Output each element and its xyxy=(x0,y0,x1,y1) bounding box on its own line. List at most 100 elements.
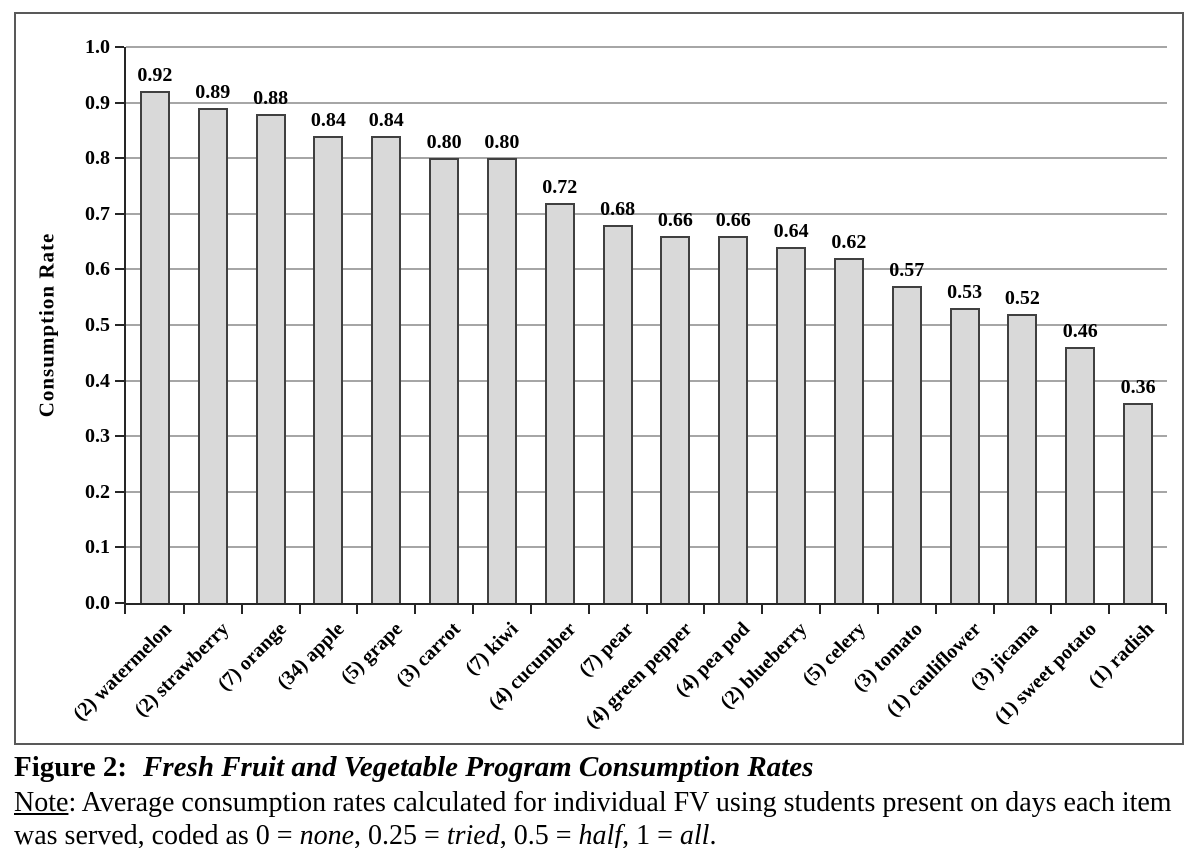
bar-value-label: 0.66 xyxy=(715,209,751,232)
bar-value-label: 0.92 xyxy=(137,64,173,87)
note-italic-half: half xyxy=(578,820,623,848)
y-axis-tick-label: 0.4 xyxy=(85,369,110,392)
bar-value-label: 0.84 xyxy=(368,108,404,131)
y-axis-tick-label: 0.7 xyxy=(85,202,110,225)
x-axis-tick-mark xyxy=(876,605,879,614)
bar-value-label: 0.68 xyxy=(600,197,636,220)
bar-value-label: 0.36 xyxy=(1120,375,1156,398)
x-axis-tick-mark xyxy=(124,605,126,614)
gridline xyxy=(126,212,1167,215)
bar-value-label: 0.53 xyxy=(947,281,983,304)
note-text: : Average consumption rates calculated f… xyxy=(14,787,1172,848)
bar-value-label: 0.64 xyxy=(773,220,809,243)
x-axis-tick-mark xyxy=(819,605,821,614)
note-italic-none: none xyxy=(299,820,355,848)
x-axis-tick-mark xyxy=(240,605,243,614)
bar xyxy=(197,108,228,603)
bar xyxy=(313,135,344,603)
bar xyxy=(139,91,170,603)
y-axis-tick-label: 0.9 xyxy=(85,91,110,114)
y-axis-tick-label: 0.1 xyxy=(85,536,110,559)
gridline xyxy=(126,46,1167,48)
bar xyxy=(371,135,402,603)
y-axis-tick-mark xyxy=(115,324,124,326)
note-text: , 1 = xyxy=(622,820,680,848)
gridline xyxy=(126,324,1167,326)
note-text: , 0.25 = xyxy=(354,820,447,848)
chart-frame: Consumption Rate 0.92 0.89 0.88 0.84 0.84 0.8… xyxy=(14,12,1184,745)
x-axis-tick-label: (1) sweet potato xyxy=(990,618,1101,729)
x-axis-labels: (2) watermelon (2) strawberry (7) orange (3… xyxy=(68,618,1165,746)
x-axis-tick-mark xyxy=(182,605,185,614)
x-axis-tick-mark xyxy=(645,605,648,614)
bar xyxy=(1065,347,1096,603)
x-axis-tick-mark xyxy=(761,605,764,614)
bar-value-label: 0.46 xyxy=(1062,320,1098,343)
figure-note: Note: Average consumption rates calculat… xyxy=(14,786,1179,848)
x-axis-tick-mark xyxy=(587,605,590,614)
y-axis-tick-label: 0.8 xyxy=(85,147,110,170)
gridline xyxy=(126,490,1167,493)
x-axis-tick-mark xyxy=(1108,605,1111,614)
bar-value-label: 0.88 xyxy=(253,86,289,109)
bar-value-label: 0.84 xyxy=(310,108,346,131)
gridline xyxy=(126,268,1167,271)
bar xyxy=(255,113,286,603)
bar-value-label: 0.66 xyxy=(657,209,693,232)
x-axis-tick-mark xyxy=(414,605,417,614)
bar xyxy=(602,224,633,603)
gridline xyxy=(126,435,1167,438)
gridline xyxy=(126,546,1167,549)
x-axis-tick-mark xyxy=(934,605,937,614)
bar xyxy=(718,236,749,603)
x-axis-tick-mark xyxy=(992,605,995,614)
y-axis-tick-mark xyxy=(115,268,124,271)
gridline xyxy=(126,101,1167,104)
y-axis-tick-label: 0.2 xyxy=(85,480,110,503)
bar-value-label: 0.72 xyxy=(542,175,578,198)
y-axis-tick-mark xyxy=(115,46,124,48)
bar-value-label: 0.80 xyxy=(484,131,520,154)
y-axis-tick-mark xyxy=(115,435,124,438)
bar xyxy=(949,308,980,603)
gridline xyxy=(126,379,1167,382)
bar xyxy=(1123,402,1154,603)
bar-value-label: 0.89 xyxy=(195,81,231,104)
bar xyxy=(660,236,691,603)
y-axis-tick-mark xyxy=(115,379,124,382)
y-axis-tick-label: 0.0 xyxy=(85,592,110,614)
bar-value-label: 0.52 xyxy=(1004,286,1040,309)
bar xyxy=(544,202,575,603)
bar xyxy=(833,258,864,603)
bar-value-label: 0.80 xyxy=(426,131,462,154)
x-axis-tick-mark xyxy=(529,605,532,614)
bar-value-label: 0.57 xyxy=(889,259,925,282)
y-axis-tick-mark xyxy=(115,602,124,604)
y-axis-tick-label: 0.3 xyxy=(85,425,110,448)
y-axis-tick-mark xyxy=(115,490,124,493)
note-text: . xyxy=(709,820,717,848)
note-italic-tried: tried xyxy=(446,820,500,848)
y-axis-tick-mark xyxy=(115,546,124,549)
x-axis-tick-label: (4) green pepper xyxy=(580,618,696,734)
x-axis-tick-mark xyxy=(1165,605,1167,614)
y-axis-tick-mark xyxy=(115,101,124,104)
figure-caption-label: Figure 2: xyxy=(14,751,128,783)
bar xyxy=(891,286,922,603)
figure-caption-title: Fresh Fruit and Vegetable Program Consum… xyxy=(143,751,814,783)
x-axis-tick-mark xyxy=(472,605,474,614)
y-axis-tick-mark xyxy=(115,157,124,160)
y-axis-tick-label: 1.0 xyxy=(85,36,110,58)
x-axis-tick-mark xyxy=(298,605,301,614)
bar xyxy=(776,247,807,603)
y-axis-tick-mark xyxy=(115,212,124,215)
x-axis-tick-label: (2) watermelon xyxy=(68,618,176,726)
note-italic-all: all xyxy=(679,820,710,848)
x-axis-tick-mark xyxy=(703,605,706,614)
figure-caption: Figure 2: Fresh Fruit and Vegetable Progr… xyxy=(14,751,1194,784)
plot-area: 0.92 0.89 0.88 0.84 0.84 0.80 0.80 0.72 0.68 0.66… xyxy=(124,46,1167,614)
x-axis-tick-mark xyxy=(1050,605,1053,614)
x-axis-tick-mark xyxy=(356,605,359,614)
gridline xyxy=(126,157,1167,160)
